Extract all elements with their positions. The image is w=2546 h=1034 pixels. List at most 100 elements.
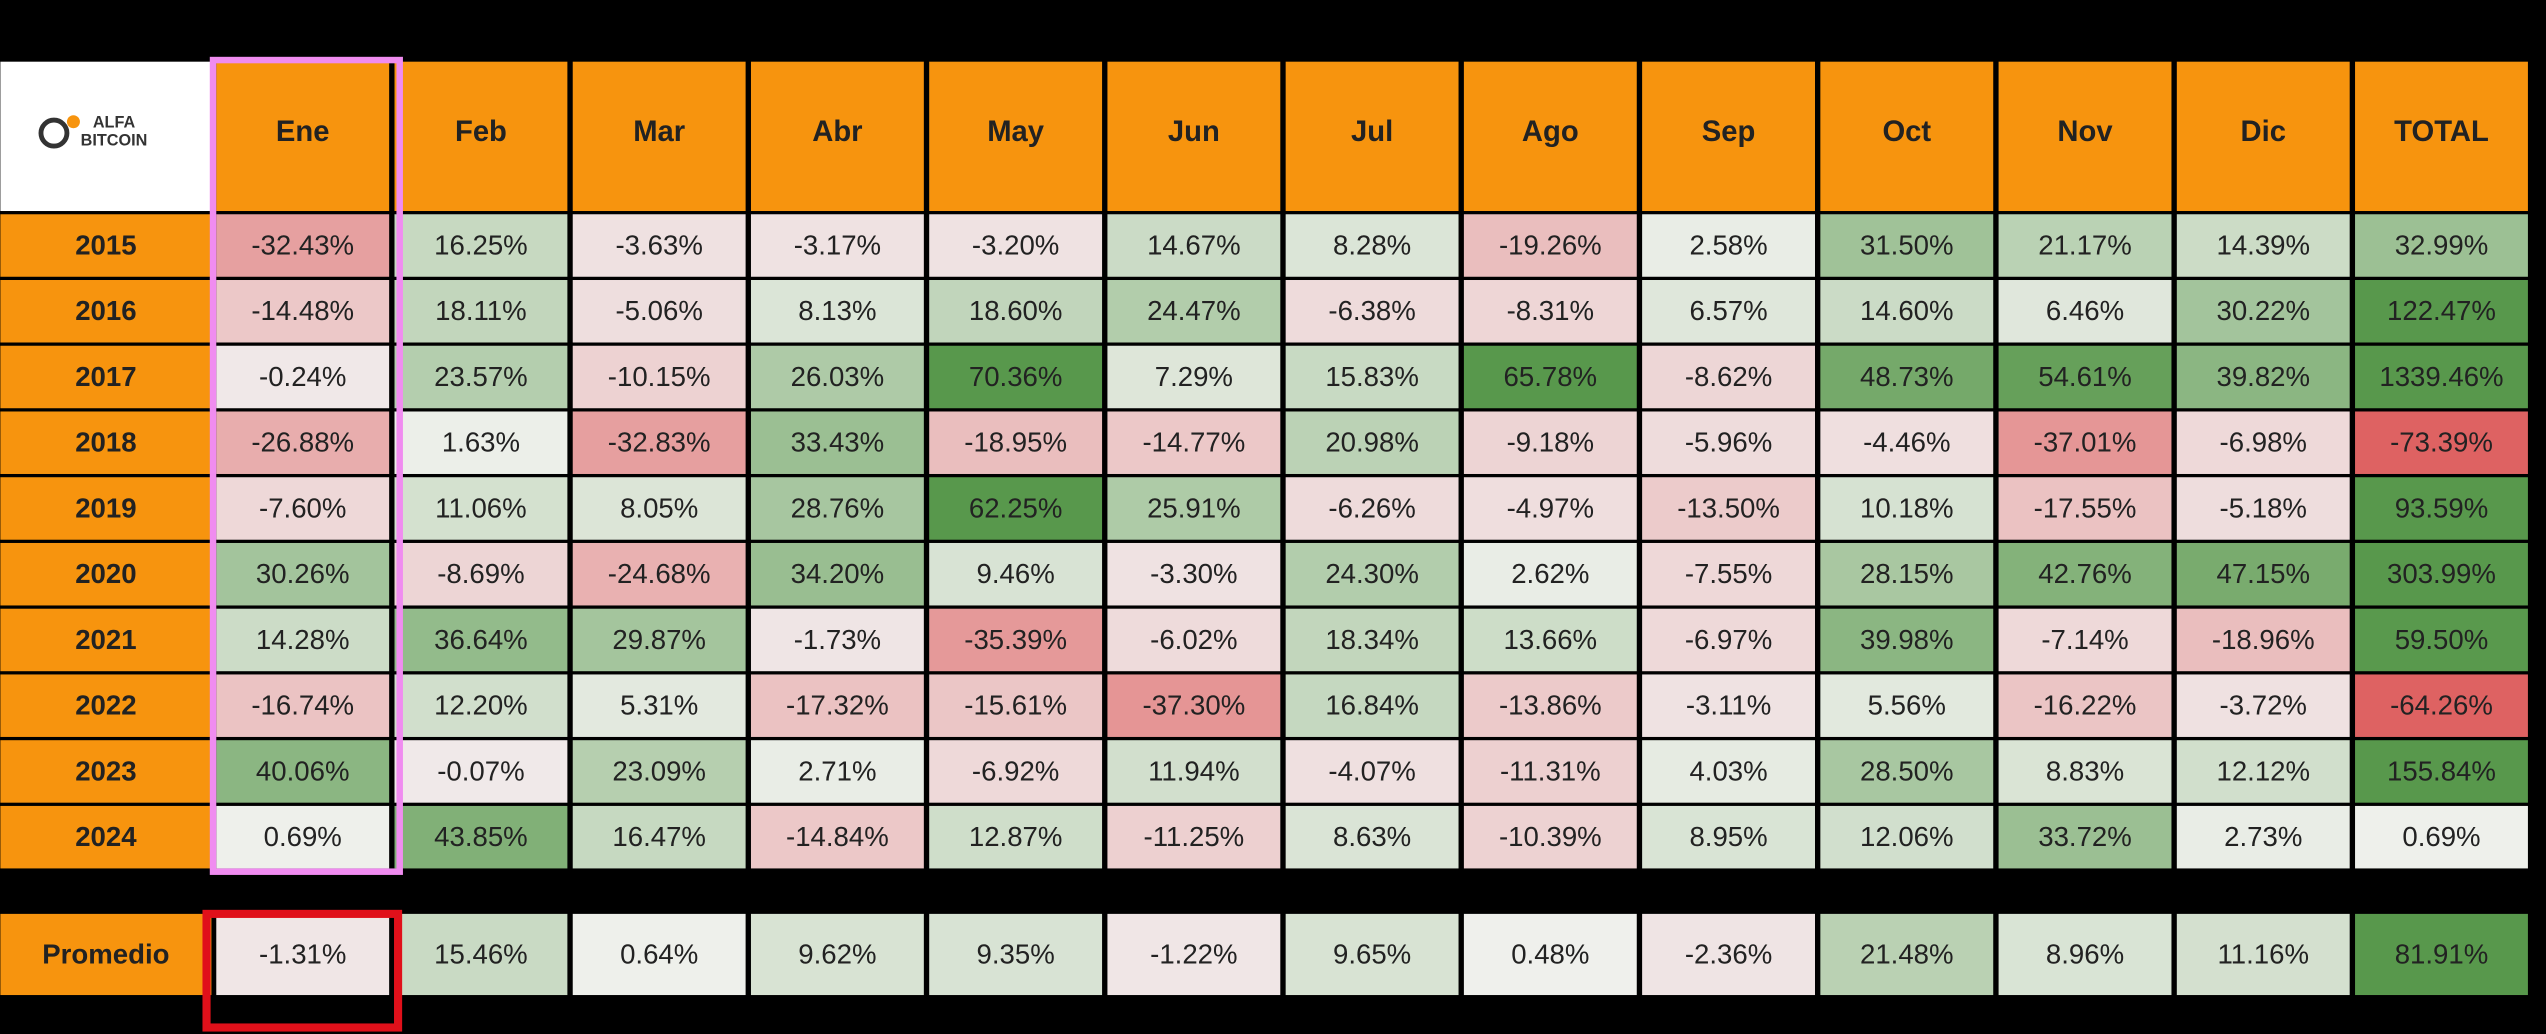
value-cell [1107,477,1281,540]
value-text: -32.83% [608,427,711,458]
value-text: 8.83% [2046,755,2124,786]
value-cell [572,608,746,672]
value-cell [216,411,390,474]
value-cell [394,805,568,869]
row-label-cell [0,280,212,343]
value-text: 65.78% [1504,361,1598,392]
value-cell [216,740,390,803]
value-text: 1339.46% [2379,361,2503,392]
value-cell [929,805,1103,869]
value-text: -6.92% [972,755,1059,786]
value-cell [1998,214,2172,277]
value-cell [929,280,1103,343]
value-text: -7.14% [2041,624,2128,655]
row-label-cell [0,740,212,803]
value-text: -7.55% [1685,558,1772,589]
value-cell [1463,805,1637,869]
column-header: Jul [1351,116,1393,148]
value-cell [1463,913,1637,996]
value-cell [1285,280,1459,343]
value-text: 18.60% [969,295,1063,326]
value-cell [1285,345,1459,409]
value-cell [216,805,390,869]
value-text: 30.26% [256,558,350,589]
row-label-cell [0,411,212,474]
value-text: -73.39% [2390,427,2493,458]
value-text: 62.25% [969,492,1063,523]
value-text: -4.46% [1863,427,1950,458]
row-label: Promedio [42,938,169,969]
value-cell [572,805,746,869]
value-cell [2355,214,2528,277]
value-text: 15.83% [1325,361,1419,392]
value-cell [1998,542,2172,606]
value-cell [394,608,568,672]
value-text: -3.63% [615,229,702,260]
value-text: -3.20% [972,229,1059,260]
value-cell [1642,740,1815,803]
value-text: -10.15% [608,361,711,392]
value-text: 11.06% [435,492,527,523]
value-text: 48.73% [1860,361,1954,392]
value-text: 10.18% [1860,492,1954,523]
value-cell [394,740,568,803]
value-cell [216,345,390,409]
value-text: 0.69% [2402,821,2480,852]
value-text: -13.86% [1499,690,1602,721]
value-text: 34.20% [791,558,885,589]
value-text: 5.56% [1868,690,1946,721]
value-cell [750,608,924,672]
value-cell [1463,542,1637,606]
value-cell [2176,805,2350,869]
value-text: -11.25% [1144,821,1245,852]
value-cell [1820,214,1994,277]
value-text: -6.26% [1328,492,1415,523]
value-text: -4.07% [1328,755,1415,786]
value-text: -10.39% [1499,821,1602,852]
value-text: -9.18% [1507,427,1594,458]
value-text: 9.62% [798,938,876,969]
value-cell [1463,674,1637,737]
value-cell [750,805,924,869]
value-cell [1107,345,1281,409]
value-text: -8.31% [1507,295,1594,326]
value-cell [750,477,924,540]
value-text: -4.97% [1507,492,1594,523]
value-cell [394,477,568,540]
row-label-cell [0,345,212,409]
value-text: 42.76% [2038,558,2132,589]
value-text: 59.50% [2395,624,2489,655]
row-label: 2019 [75,492,136,523]
row-label: 2020 [75,558,136,589]
value-text: -18.95% [964,427,1067,458]
value-text: 18.11% [435,295,527,326]
value-text: 9.35% [977,938,1055,969]
value-cell [2176,674,2350,737]
value-cell [1107,805,1281,869]
value-cell [1820,740,1994,803]
value-text: 43.85% [434,821,528,852]
value-cell [2176,477,2350,540]
value-text: 14.28% [256,624,350,655]
value-cell [1285,411,1459,474]
value-text: 14.67% [1147,229,1241,260]
value-text: 6.46% [2046,295,2124,326]
row-label-cell [0,805,212,869]
column-header: Jun [1168,116,1220,148]
value-text: -6.98% [2220,427,2307,458]
value-text: -19.26% [1499,229,1602,260]
value-text: 30.22% [2216,295,2310,326]
value-cell [572,542,746,606]
row-label-cell [0,477,212,540]
value-cell [1463,411,1637,474]
header-cell [394,61,568,212]
value-cell [1998,740,2172,803]
value-text: 24.47% [1147,295,1241,326]
value-cell [572,913,746,996]
value-text: 24.30% [1325,558,1419,589]
column-header: Mar [633,116,685,148]
header-cell [929,61,1103,212]
value-cell [1998,608,2172,672]
value-cell [1820,805,1994,869]
column-header: May [987,116,1045,148]
